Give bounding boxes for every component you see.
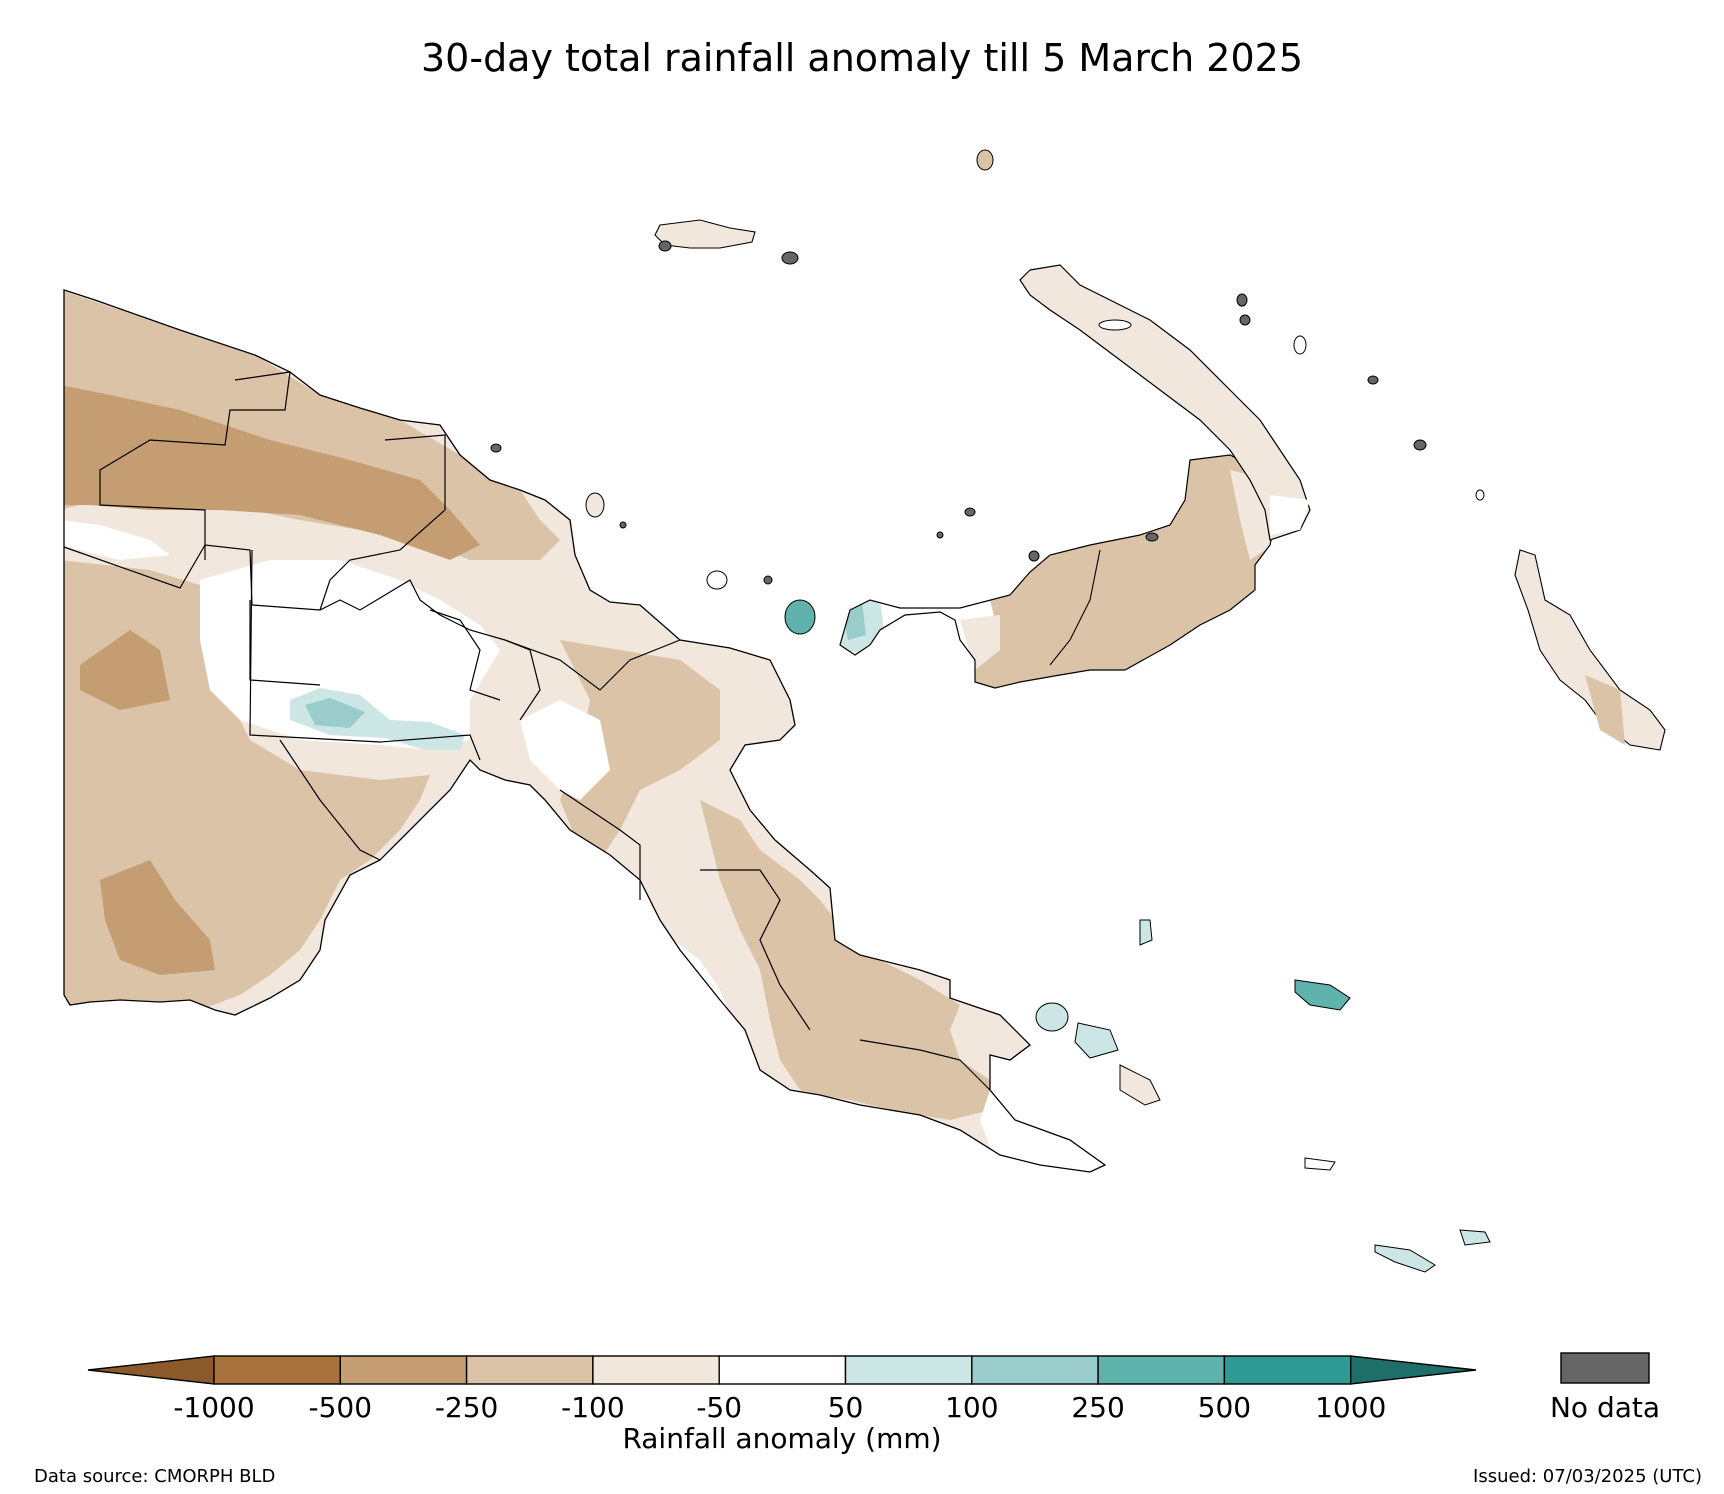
bougainville-dry-patch <box>1585 675 1625 745</box>
colorbar-bin-2 <box>339 1355 468 1385</box>
island-rossel <box>1374 1244 1436 1273</box>
new-britain-province-border <box>1049 549 1101 666</box>
islet-nodata-1 <box>781 251 799 265</box>
colorbar-tick-5: -50 <box>696 1391 742 1424</box>
colorbar-tick-3: -250 <box>435 1391 499 1424</box>
manus-nodata-islet <box>658 240 672 252</box>
island-sudest <box>1459 1229 1491 1246</box>
colorbar-tick-1: -1000 <box>173 1391 254 1424</box>
northern-islets <box>490 149 1485 590</box>
colorbar-extend-high <box>1349 1355 1477 1385</box>
islet-trobriand <box>1139 919 1153 946</box>
colorbar-tick-6: 50 <box>828 1391 864 1424</box>
mainland-coastline <box>63 289 1107 1173</box>
colorbar-bin-8 <box>1097 1355 1226 1385</box>
island-woodlark <box>1294 979 1351 1011</box>
bougainville-island <box>1514 549 1666 751</box>
colorbar-tick-7: 100 <box>945 1391 998 1424</box>
island-fergusson <box>1074 1022 1119 1059</box>
new-britain-coastline <box>839 454 1281 689</box>
new-britain-shading <box>840 455 1280 688</box>
colorbar <box>87 1355 1477 1385</box>
colorbar-tick-8: 250 <box>1071 1391 1124 1424</box>
colorbar-bin-1 <box>213 1355 342 1385</box>
colorbar-tick-2: -500 <box>309 1391 373 1424</box>
mainland-shading <box>64 290 1105 1172</box>
new-ireland-white-patch <box>1270 495 1310 535</box>
data-source: Data source: CMORPH BLD <box>34 1466 276 1487</box>
province-borders <box>63 371 991 1091</box>
colorbar-label: Rainfall anomaly (mm) <box>622 1422 941 1455</box>
colorbar-tick-9: 500 <box>1198 1391 1251 1424</box>
colorbar-tick-4: -100 <box>561 1391 625 1424</box>
island-umboi <box>784 599 816 635</box>
island-normanby <box>1119 1064 1161 1106</box>
nodata-label: No data <box>1550 1391 1660 1424</box>
island-goodenough <box>1035 1002 1069 1032</box>
colorbar-bin-5 <box>718 1355 847 1385</box>
colorbar-bin-6 <box>844 1355 973 1385</box>
colorbar-bin-3 <box>465 1355 594 1385</box>
colorbar-tick-10: 1000 <box>1315 1391 1386 1424</box>
manus-island <box>654 219 756 249</box>
islet-misima <box>1304 1157 1336 1171</box>
colorbar-ticks: -1000 -500 -250 -100 -50 50 100 250 500 … <box>173 1391 1386 1424</box>
map-title: 30-day total rainfall anomaly till 5 Mar… <box>421 36 1303 80</box>
issued-date: Issued: 07/03/2025 (UTC) <box>1473 1466 1702 1487</box>
new-ireland-island <box>1019 264 1311 541</box>
colorbar-extend-low <box>87 1355 215 1385</box>
nodata-swatch <box>1560 1352 1650 1384</box>
colorbar-bin-7 <box>971 1355 1099 1385</box>
colorbar-bin-9 <box>1223 1355 1352 1385</box>
colorbar-bin-4 <box>592 1355 720 1385</box>
